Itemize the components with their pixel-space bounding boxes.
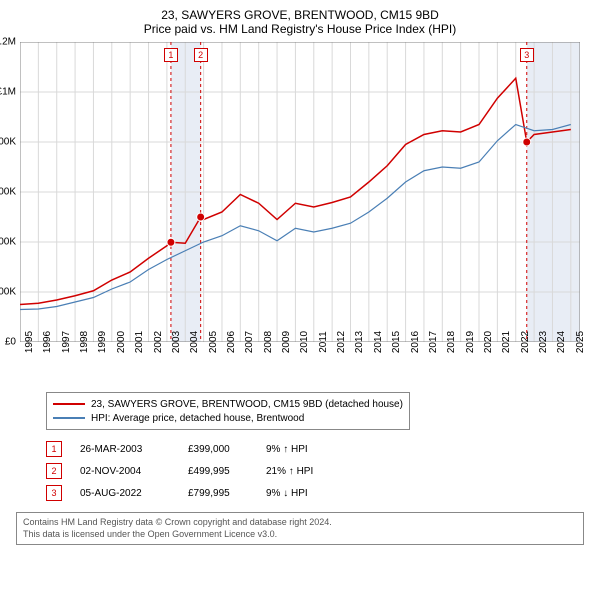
y-axis-label: £800K	[0, 137, 20, 148]
sales-table: 1 26-MAR-2003 £399,000 9% ↑ HPI 2 02-NOV-2004…	[46, 438, 592, 504]
sale-diff: 9% ↓ HPI	[266, 488, 356, 499]
sale-row: 2 02-NOV-2004 £499,995 21% ↑ HPI	[46, 460, 592, 482]
x-axis-label: 2013	[350, 331, 365, 353]
y-axis-label: £0	[5, 337, 20, 348]
legend: 23, SAWYERS GROVE, BRENTWOOD, CM15 9BD (…	[46, 392, 410, 430]
legend-item: HPI: Average price, detached house, Bren…	[53, 411, 403, 425]
chart-subtitle: Price paid vs. HM Land Registry's House …	[8, 22, 592, 36]
x-axis-label: 2002	[149, 331, 164, 353]
legend-swatch	[53, 403, 85, 405]
sale-marker: 1	[46, 441, 62, 457]
x-axis-label: 2024	[552, 331, 567, 353]
x-axis-label: 2007	[240, 331, 255, 353]
x-axis-label: 2006	[222, 331, 237, 353]
sale-marker: 2	[46, 463, 62, 479]
x-axis-label: 2023	[534, 331, 549, 353]
sale-marker: 3	[46, 485, 62, 501]
event-marker-2: 2	[194, 48, 208, 62]
x-axis-label: 2014	[369, 331, 384, 353]
x-axis-label: 2009	[277, 331, 292, 353]
x-axis-label: 2012	[332, 331, 347, 353]
sale-row: 3 05-AUG-2022 £799,995 9% ↓ HPI	[46, 482, 592, 504]
event-marker-1: 1	[164, 48, 178, 62]
sale-diff: 21% ↑ HPI	[266, 466, 356, 477]
x-axis-label: 2025	[571, 331, 586, 353]
legend-label: HPI: Average price, detached house, Bren…	[91, 413, 304, 424]
x-axis-label: 2003	[167, 331, 182, 353]
x-axis-label: 2019	[461, 331, 476, 353]
sale-price: £499,995	[188, 466, 248, 477]
x-axis-label: 1998	[75, 331, 90, 353]
legend-item: 23, SAWYERS GROVE, BRENTWOOD, CM15 9BD (…	[53, 397, 403, 411]
x-axis-label: 1996	[38, 331, 53, 353]
sale-diff: 9% ↑ HPI	[266, 444, 356, 455]
y-axis-label: £400K	[0, 237, 20, 248]
chart-plot-area: £0£200K£400K£600K£800K£1M£1.2M1995199619…	[20, 42, 580, 342]
x-axis-label: 2022	[516, 331, 531, 353]
event-marker-3: 3	[520, 48, 534, 62]
x-axis-label: 2016	[406, 331, 421, 353]
x-axis-label: 2015	[387, 331, 402, 353]
sale-date: 05-AUG-2022	[80, 488, 170, 499]
x-axis-label: 2011	[314, 331, 329, 353]
x-axis-label: 1995	[20, 331, 35, 353]
y-axis-label: £1.2M	[0, 37, 20, 48]
x-axis-label: 2004	[185, 331, 200, 353]
sale-price: £799,995	[188, 488, 248, 499]
x-axis-label: 2010	[295, 331, 310, 353]
sale-row: 1 26-MAR-2003 £399,000 9% ↑ HPI	[46, 438, 592, 460]
y-axis-label: £1M	[0, 87, 20, 98]
y-axis-label: £600K	[0, 187, 20, 198]
x-axis-label: 2008	[259, 331, 274, 353]
x-axis-label: 1997	[57, 331, 72, 353]
sale-price: £399,000	[188, 444, 248, 455]
x-axis-label: 2017	[424, 331, 439, 353]
sale-date: 26-MAR-2003	[80, 444, 170, 455]
x-axis-label: 2020	[479, 331, 494, 353]
x-axis-label: 2021	[497, 331, 512, 353]
copyright-line-2: This data is licensed under the Open Gov…	[23, 529, 577, 541]
chart-svg	[20, 42, 580, 342]
copyright-line-1: Contains HM Land Registry data © Crown c…	[23, 517, 577, 529]
x-axis-label: 2005	[204, 331, 219, 353]
y-axis-label: £200K	[0, 287, 20, 298]
x-axis-label: 2001	[130, 331, 145, 353]
legend-label: 23, SAWYERS GROVE, BRENTWOOD, CM15 9BD (…	[91, 399, 403, 410]
x-axis-label: 2000	[112, 331, 127, 353]
x-axis-label: 2018	[442, 331, 457, 353]
x-axis-label: 1999	[93, 331, 108, 353]
sale-date: 02-NOV-2004	[80, 466, 170, 477]
copyright-notice: Contains HM Land Registry data © Crown c…	[16, 512, 584, 545]
chart-title: 23, SAWYERS GROVE, BRENTWOOD, CM15 9BD	[8, 8, 592, 22]
legend-swatch	[53, 417, 85, 419]
